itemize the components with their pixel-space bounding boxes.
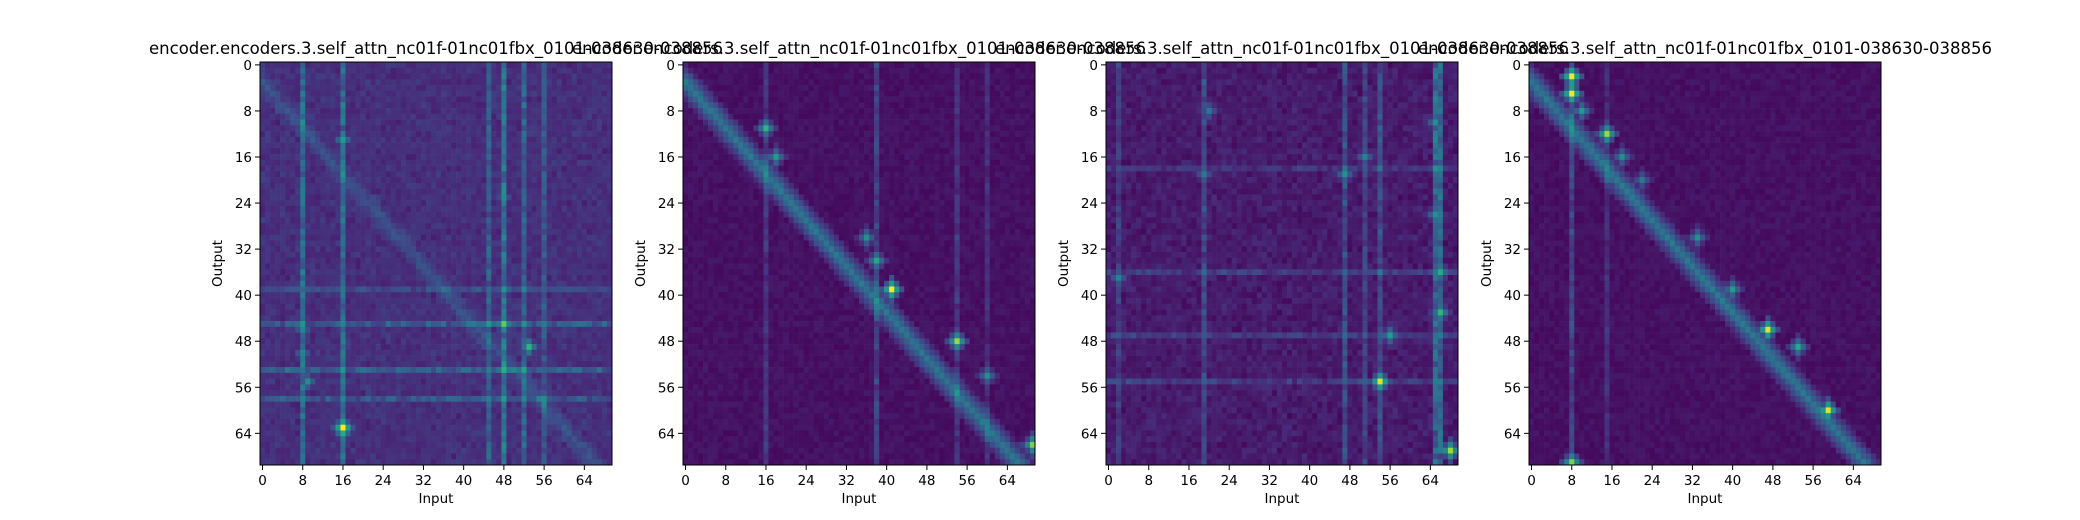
y-axis-label: Output (1479, 240, 1495, 287)
x-tick-label: 16 (757, 473, 774, 489)
x-tick-label: 24 (1221, 473, 1238, 489)
x-tick-label: 24 (798, 473, 815, 489)
y-axis-label: Output (1056, 240, 1072, 287)
x-tick-label: 40 (455, 473, 472, 489)
x-tick-label: 24 (375, 473, 392, 489)
x-tick-label: 32 (1684, 473, 1701, 489)
chart-title: encoder.encoders.3.self_attn_nc01f-01nc0… (995, 39, 1569, 59)
heatmap-panel-4: 0 8 16 24 32 40 48 56 64 0 8 16 24 32 40 48 56 64 Input Out… (1418, 39, 1992, 507)
x-tick-label: 0 (258, 473, 267, 489)
y-tick-label: 32 (658, 242, 675, 258)
y-tick-label: 0 (243, 58, 252, 74)
heatmap-cells (1529, 62, 1882, 466)
y-tick-label: 48 (1081, 334, 1098, 350)
x-axis-label: Input (1265, 491, 1300, 507)
x-tick-label: 56 (1805, 473, 1822, 489)
x-tick-label: 40 (1724, 473, 1741, 489)
x-tick-label: 16 (1180, 473, 1197, 489)
x-tick-label: 48 (495, 473, 512, 489)
x-tick-label: 40 (878, 473, 895, 489)
y-tick-label: 56 (1081, 380, 1098, 396)
x-tick-label: 8 (1144, 473, 1153, 489)
y-tick-label: 16 (1081, 150, 1098, 166)
y-tick-label: 8 (666, 104, 675, 120)
y-tick-label: 0 (1089, 58, 1098, 74)
x-tick-label: 32 (838, 473, 855, 489)
y-tick-label: 24 (235, 196, 252, 212)
y-tick-label: 8 (243, 104, 252, 120)
x-tick-label: 16 (1603, 473, 1620, 489)
y-tick-label: 64 (1504, 426, 1521, 442)
plot-frame (1105, 61, 1459, 466)
y-tick-label: 16 (235, 150, 252, 166)
y-tick-label: 24 (658, 196, 675, 212)
x-tick-label: 32 (415, 473, 432, 489)
x-tick-label: 64 (999, 473, 1016, 489)
x-tick-label: 56 (1382, 473, 1399, 489)
x-tick-label: 40 (1301, 473, 1318, 489)
y-tick-label: 0 (666, 58, 675, 74)
heatmap-cells (683, 62, 1036, 466)
y-tick-label: 24 (1504, 196, 1521, 212)
chart-title: encoder.encoders.3.self_attn_nc01f-01nc0… (1418, 39, 1992, 59)
x-tick-label: 48 (1341, 473, 1358, 489)
heatmap-cells (260, 62, 613, 466)
x-tick-label: 56 (959, 473, 976, 489)
y-tick-label: 0 (1512, 58, 1521, 74)
heatmap-panel-3: 0 8 16 24 32 40 48 56 64 0 8 16 24 32 40 48 56 64 Input Out… (995, 39, 1569, 507)
y-tick-label: 32 (235, 242, 252, 258)
y-tick-label: 56 (235, 380, 252, 396)
x-axis-label: Input (1688, 491, 1723, 507)
y-tick-label: 64 (658, 426, 675, 442)
y-tick-label: 32 (1504, 242, 1521, 258)
x-tick-label: 8 (1567, 473, 1576, 489)
y-tick-label: 56 (1504, 380, 1521, 396)
x-tick-label: 8 (721, 473, 730, 489)
plot-frame (682, 61, 1036, 466)
y-tick-label: 64 (235, 426, 252, 442)
x-tick-label: 24 (1644, 473, 1661, 489)
x-tick-label: 0 (1527, 473, 1536, 489)
x-tick-label: 32 (1261, 473, 1278, 489)
y-tick-label: 8 (1089, 104, 1098, 120)
y-tick-label: 40 (1504, 288, 1521, 304)
y-axis-label: Output (633, 240, 649, 287)
y-tick-label: 48 (658, 334, 675, 350)
chart-title: encoder.encoders.3.self_attn_nc01f-01nc0… (572, 39, 1146, 59)
heatmap-cells (1106, 62, 1459, 466)
y-axis-label: Output (210, 240, 226, 287)
y-tick-label: 48 (1504, 334, 1521, 350)
y-tick-label: 40 (658, 288, 675, 304)
y-tick-label: 64 (1081, 426, 1098, 442)
x-tick-label: 16 (334, 473, 351, 489)
plot-frame (1528, 61, 1882, 466)
x-tick-label: 56 (536, 473, 553, 489)
x-tick-label: 64 (1845, 473, 1862, 489)
y-tick-label: 48 (235, 334, 252, 350)
plot-frame (259, 61, 613, 466)
heatmap-panel-1: 0 8 16 24 32 40 48 56 64 0 8 16 24 32 40 48 56 64 Input Out… (149, 39, 723, 507)
x-tick-label: 64 (1422, 473, 1439, 489)
y-tick-label: 32 (1081, 242, 1098, 258)
x-tick-label: 8 (298, 473, 307, 489)
heatmap-panel-2: 0 8 16 24 32 40 48 56 64 0 8 16 24 32 40 48 56 64 Input Out… (572, 39, 1146, 507)
y-tick-label: 40 (1081, 288, 1098, 304)
chart-title: encoder.encoders.3.self_attn_nc01f-01nc0… (149, 39, 723, 59)
y-tick-label: 56 (658, 380, 675, 396)
x-axis-label: Input (842, 491, 877, 507)
x-tick-label: 64 (576, 473, 593, 489)
x-tick-label: 0 (681, 473, 690, 489)
y-tick-label: 16 (658, 150, 675, 166)
y-tick-label: 8 (1512, 104, 1521, 120)
x-tick-label: 0 (1104, 473, 1113, 489)
x-axis-label: Input (419, 491, 454, 507)
y-tick-label: 40 (235, 288, 252, 304)
x-tick-label: 48 (1764, 473, 1781, 489)
x-tick-label: 48 (918, 473, 935, 489)
y-tick-label: 24 (1081, 196, 1098, 212)
y-tick-label: 16 (1504, 150, 1521, 166)
